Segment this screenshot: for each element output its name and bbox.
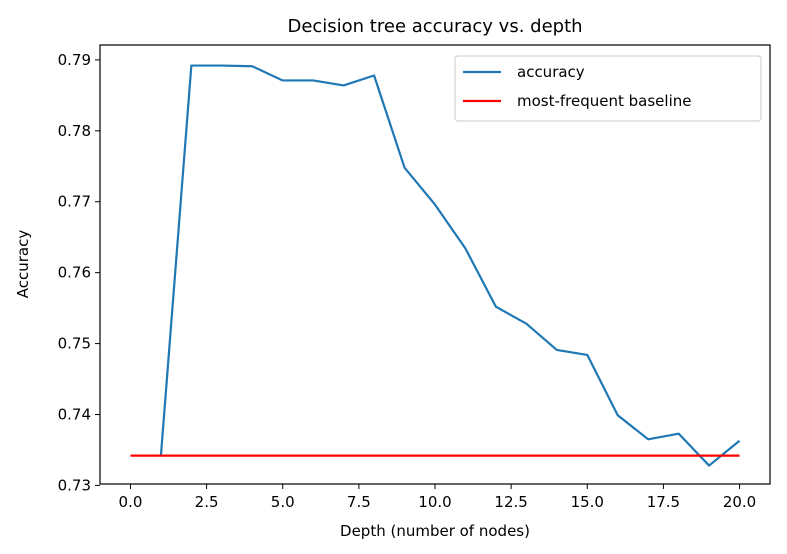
series-line-0 xyxy=(159,64,741,467)
x-tick-label: 5.0 xyxy=(271,493,295,511)
legend: accuracy most-frequent baseline xyxy=(454,55,762,122)
legend-label-1: most-frequent baseline xyxy=(517,92,692,110)
y-tick-label: 0.75 xyxy=(58,335,91,353)
legend-label-0: accuracy xyxy=(517,63,585,81)
y-tick-label: 0.78 xyxy=(58,122,91,140)
chart-title: Decision tree accuracy vs. depth xyxy=(287,16,582,37)
plot-area: 0.0 2.5 5.0 7.5 10.0 12.5 15.0 17.5 20.0 0.73 0.74… xyxy=(58,44,771,511)
y-axis-label: Accuracy xyxy=(14,230,32,299)
y-tick-label: 0.76 xyxy=(58,264,91,282)
x-tick-label: 7.5 xyxy=(347,493,371,511)
x-tick-label: 2.5 xyxy=(195,493,219,511)
y-tick-label: 0.79 xyxy=(58,51,91,69)
x-tick-label: 10.0 xyxy=(418,493,451,511)
y-tick-label: 0.73 xyxy=(58,476,91,494)
x-tick-label: 0.0 xyxy=(119,493,143,511)
x-tick-label: 15.0 xyxy=(571,493,604,511)
y-tick-label: 0.74 xyxy=(58,405,91,423)
x-tick-label: 17.5 xyxy=(647,493,680,511)
y-tick-label: 0.77 xyxy=(58,193,91,211)
x-tick-label: 20.0 xyxy=(723,493,756,511)
legend-box xyxy=(454,55,762,122)
x-tick-label: 12.5 xyxy=(494,493,527,511)
x-axis-label: Depth (number of nodes) xyxy=(340,522,530,540)
